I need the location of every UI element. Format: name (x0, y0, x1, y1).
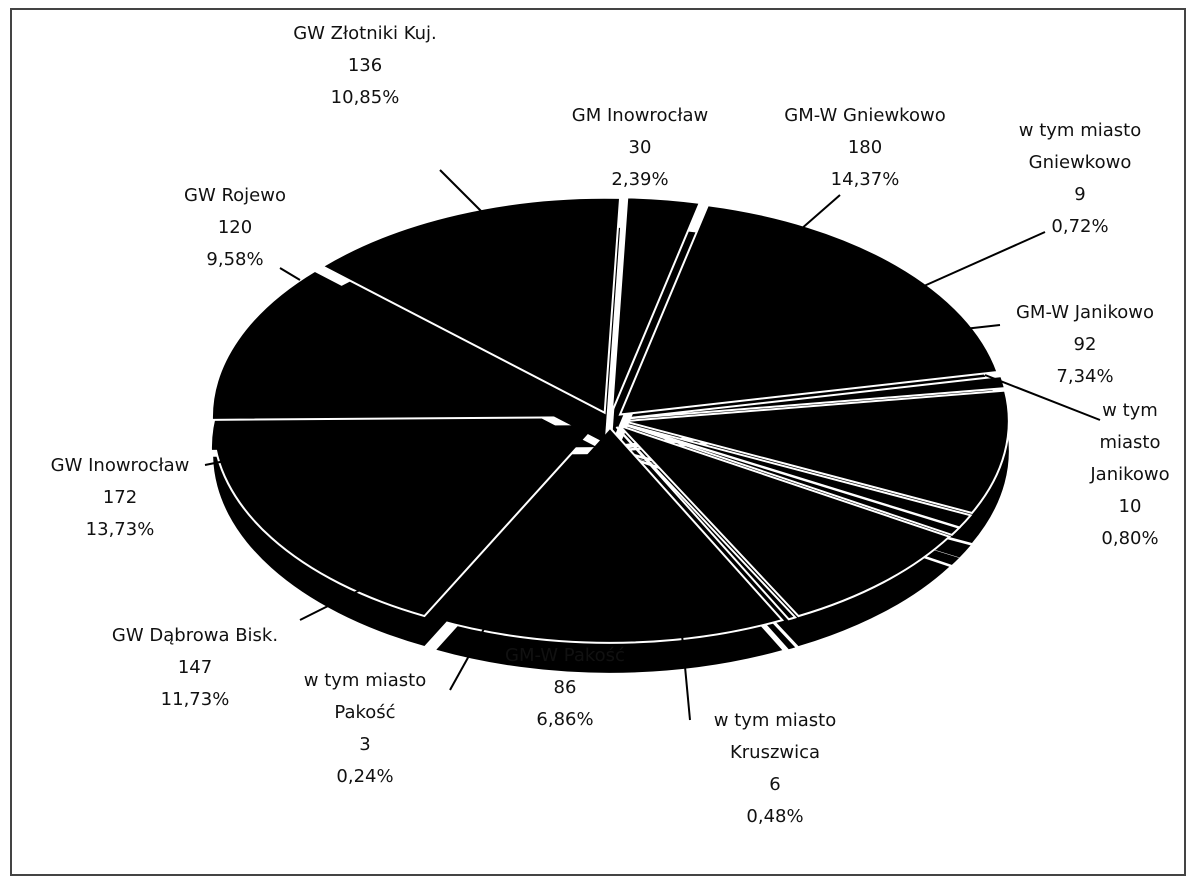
value-label: 10 (1118, 496, 1142, 517)
percent-label: 11,73% (160, 689, 230, 710)
category-label: GW Rojewo (184, 185, 286, 206)
leader-line (914, 231, 1046, 291)
data-label: w tym miasto Gniewkowo 9 0,72% (1005, 115, 1155, 243)
category-label: w tym miasto Kruszwica (713, 710, 837, 763)
data-label: w tym miasto Kruszwica 6 0,48% (675, 705, 875, 833)
value-label: 180 (847, 137, 883, 158)
percent-label: 0,72% (1051, 216, 1109, 237)
value-label: 86 (553, 677, 577, 698)
percent-label: 14,37% (830, 169, 900, 190)
category-label: GM-W Janikowo (1015, 302, 1155, 323)
slice (320, 196, 622, 443)
value-label: 9 (1074, 184, 1086, 205)
data-label: GW Rojewo 120 9,58% (145, 180, 325, 276)
category-label: GW Złotniki Kuj. (293, 23, 437, 44)
leader-line (674, 559, 691, 721)
data-label: GW Inowrocław 172 13,73% (10, 450, 230, 546)
value-label: 147 (177, 657, 213, 678)
category-label: w tym miasto Gniewkowo (1018, 120, 1142, 173)
value-label: 92 (1073, 334, 1097, 355)
data-label: GM Inowrocław 30 2,39% (540, 100, 740, 196)
percent-label: 7,34% (1056, 366, 1114, 387)
leader-line (204, 459, 231, 466)
category-label: w tym miasto Janikowo (1090, 400, 1170, 485)
percent-label: 0,48% (746, 806, 804, 827)
leader-line (954, 324, 1001, 331)
slice (618, 424, 952, 647)
category-label: GM-W Pakość (505, 645, 625, 666)
percent-label: 9,58% (206, 249, 264, 270)
slice (434, 426, 785, 673)
slice (212, 423, 601, 647)
chart-frame (10, 8, 1186, 876)
value-label: 30 (628, 137, 652, 158)
category-label: GW Dąbrowa Bisk. (111, 625, 279, 646)
leader-line (299, 589, 361, 621)
leader-line (799, 194, 841, 231)
data-label: GM-W Gniewkowo 180 14,37% (755, 100, 975, 196)
category-label: GM-W Gniewkowo (784, 105, 946, 126)
percent-label: 0,24% (336, 766, 394, 787)
category-label: GW Inowrocław (50, 455, 190, 476)
leader-line (984, 374, 1101, 421)
percent-label: 10,85% (330, 87, 400, 108)
value-label: 6 (769, 774, 781, 795)
value-label: 3 (359, 734, 371, 755)
data-label: GM-W Pakość 86 6,86% (465, 640, 665, 736)
percent-label: 0,80% (1101, 528, 1159, 549)
leader-line (449, 599, 501, 691)
percent-label: 2,39% (611, 169, 669, 190)
data-label: w tym miasto Pakość 3 0,24% (275, 665, 455, 793)
percent-label: 13,73% (85, 519, 155, 540)
value-label: 136 (347, 55, 383, 76)
category-label: GM Inowrocław (571, 105, 709, 126)
value-label: 120 (217, 217, 253, 238)
leader-line (279, 267, 301, 281)
data-label: GM-W Janikowo 92 7,34% (985, 297, 1185, 393)
data-label: w tym miasto Janikowo 10 0,80% (1080, 395, 1180, 555)
category-label: w tym miasto Pakość (303, 670, 427, 723)
data-label: GW Złotniki Kuj. 136 10,85% (255, 18, 475, 114)
data-label: GW Dąbrowa Bisk. 147 11,73% (75, 620, 315, 716)
leader-line (439, 169, 486, 216)
percent-label: 6,86% (536, 709, 594, 730)
value-label: 172 (102, 487, 138, 508)
